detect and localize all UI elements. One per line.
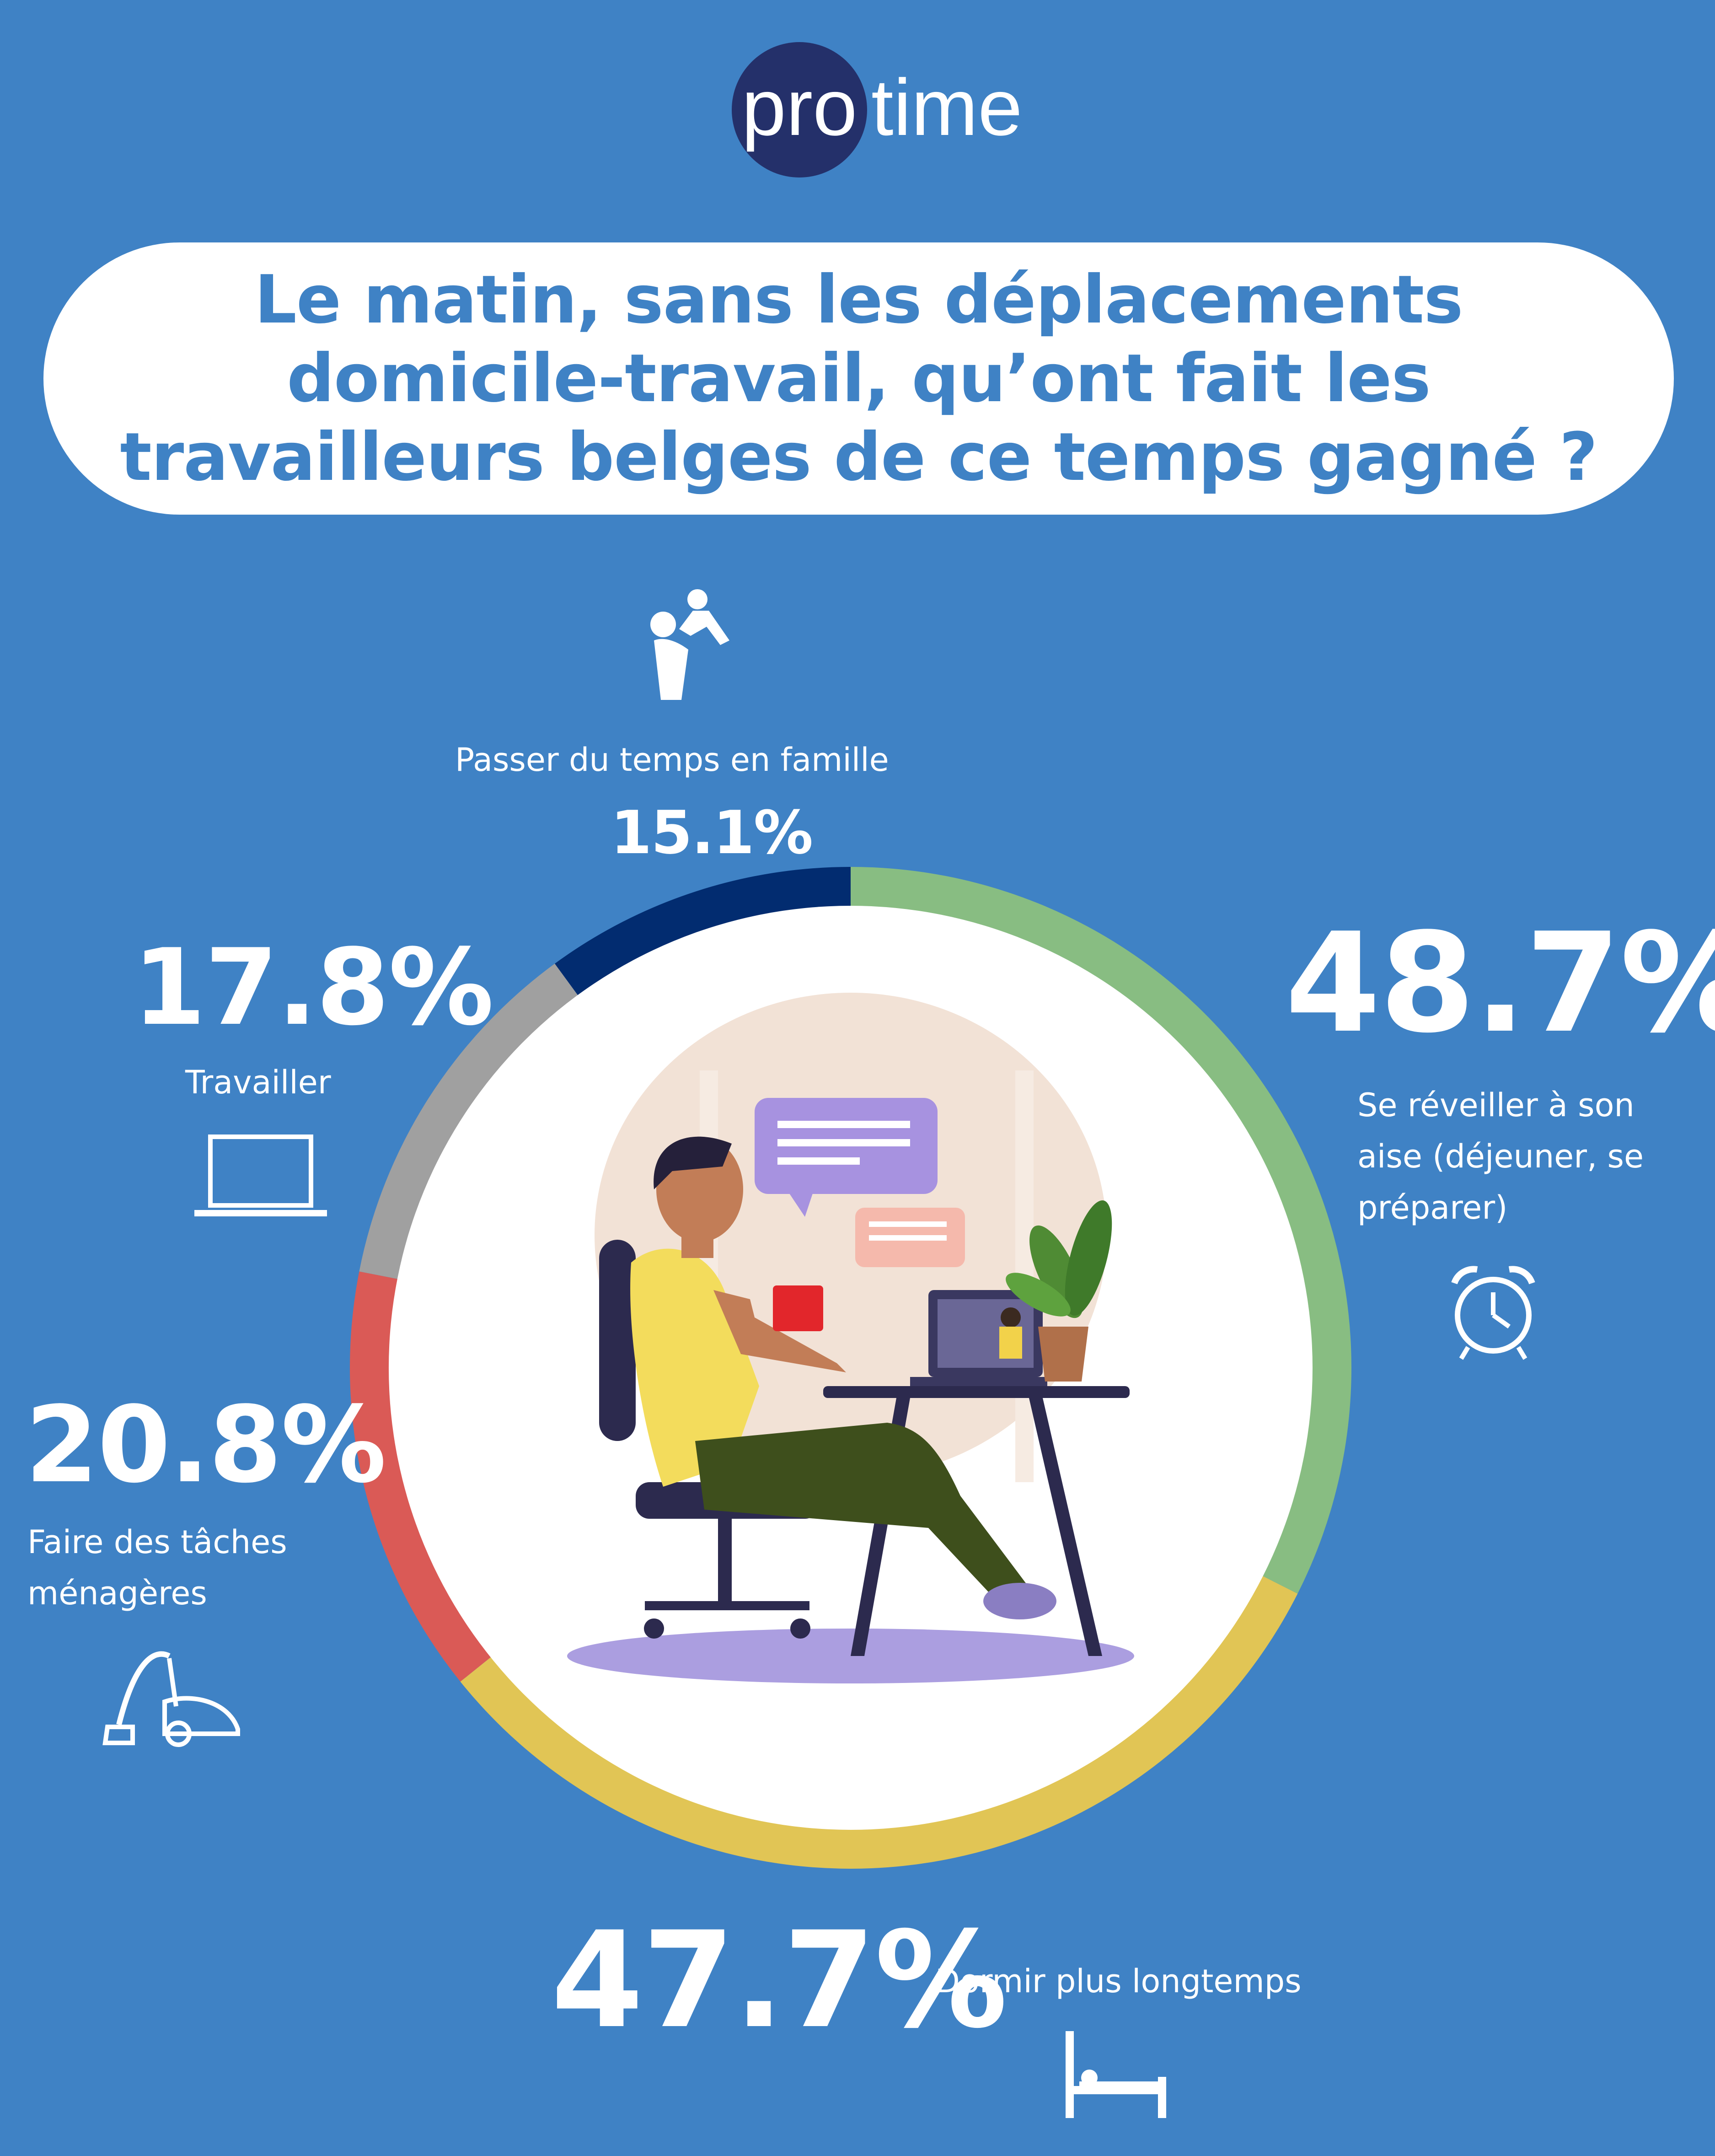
logo-text-pro: pro [742,63,858,152]
slice-value-wake-up: 48.7% [1285,903,1715,1063]
person-hair [654,1136,732,1189]
donut-slice-1 [460,1574,1298,1869]
slice-value-sleep: 47.7% [551,1903,1008,2058]
vacuum-cleaner-icon [102,1651,240,1747]
chair-back [599,1240,636,1441]
person-working-illustration [567,993,1134,1683]
slice-label-chores: Faire des tâches ménagères [27,1523,287,1612]
slice-value-chores: 20.8% [25,1384,386,1506]
page-title: Le matin, sans les déplacements domicile… [120,261,1597,496]
slice-label-work: Travailler [185,1064,331,1101]
slice-label-sleep: Dormir plus longtemps [935,1962,1302,2000]
alarm-clock-icon [1451,1266,1535,1360]
coffee-mug [773,1285,823,1331]
desk-top [823,1386,1130,1398]
bed-icon [1066,2031,1166,2118]
plant-pot [1038,1327,1088,1382]
protime-logo: pro time [732,42,1023,177]
person-pants [695,1423,1029,1601]
slice-value-work: 17.8% [133,927,494,1049]
laptop-icon [194,1134,327,1216]
slice-label-family: Passer du temps en famille [455,741,889,779]
slice-label-wake-up: Se réveiller à son aise (déjeuner, se pr… [1357,1086,1644,1226]
logo-circle [732,42,867,177]
parent-child-icon [650,589,729,700]
title-pill: Le matin, sans les déplacements domicile… [43,242,1674,515]
donut-slice-0 [851,867,1351,1594]
logo-text-time: time [871,63,1023,152]
person-slipper [983,1583,1056,1619]
slice-value-family: 15.1% [611,798,813,867]
donut-slice-2 [350,1271,494,1682]
